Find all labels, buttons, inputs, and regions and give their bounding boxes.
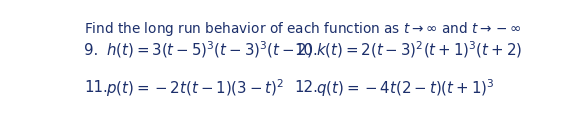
- Text: 10.: 10.: [295, 43, 319, 58]
- Text: $k(t)=2(t-3)^{2}(t+1)^{3}(t+2)$: $k(t)=2(t-3)^{2}(t+1)^{3}(t+2)$: [316, 40, 522, 60]
- Text: 11.: 11.: [85, 80, 108, 95]
- Text: $h(t)=3(t-5)^{3}(t-3)^{3}(t-2)$: $h(t)=3(t-5)^{3}(t-3)^{3}(t-2)$: [106, 40, 313, 60]
- Text: $p(t)=-2t(t-1)(3-t)^{2}$: $p(t)=-2t(t-1)(3-t)^{2}$: [106, 77, 284, 99]
- Text: Find the long run behavior of each function as $t \to \infty$ and $t \to -\infty: Find the long run behavior of each funct…: [85, 20, 522, 38]
- Text: $q(t)=-4t(2-t)(t+1)^{3}$: $q(t)=-4t(2-t)(t+1)^{3}$: [316, 77, 494, 99]
- Text: 9.: 9.: [85, 43, 98, 58]
- Text: 12.: 12.: [295, 80, 319, 95]
